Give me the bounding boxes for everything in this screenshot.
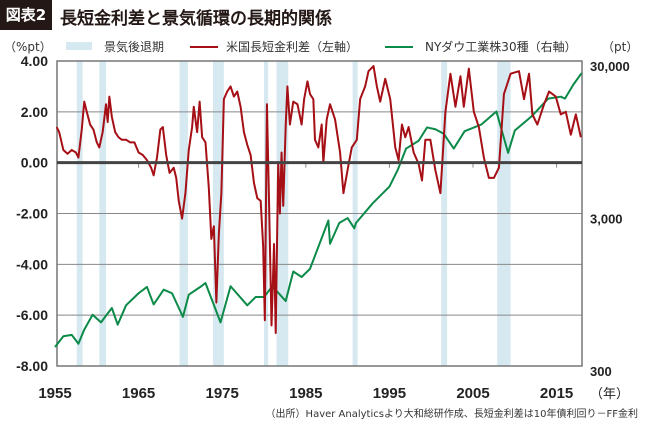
- left-tick-label: -2.00: [16, 206, 48, 222]
- left-tick-label: -4.00: [16, 256, 48, 272]
- x-tick-label: 1965: [122, 385, 155, 402]
- x-tick-label: 1975: [206, 385, 239, 402]
- legend-swatch-spread: [190, 46, 218, 48]
- legend: （%pt） 景気後退期 米国長短金利差（左軸） NYダウ工業株30種（右軸） （…: [0, 36, 646, 56]
- x-tick-label: 1985: [289, 385, 322, 402]
- dow-line: [54, 72, 583, 348]
- x-tick-label: 2015: [540, 385, 573, 402]
- x-axis-label: （年）: [590, 387, 629, 402]
- left-tick-label: -8.00: [16, 358, 48, 374]
- legend-label-recession: 景気後退期: [104, 40, 165, 54]
- left-axis-unit: （%pt）: [4, 40, 52, 54]
- legend-swatch-dow: [385, 46, 413, 48]
- right-tick-label: 30,000: [590, 59, 630, 74]
- figure-badge: 図表2: [0, 0, 52, 30]
- right-tick-label: 3,000: [590, 212, 623, 227]
- right-axis-unit: （pt）: [602, 40, 639, 54]
- legend-swatch-recession: [66, 42, 92, 50]
- legend-label-spread: 米国長短金利差（左軸）: [226, 40, 359, 54]
- x-tick-label: 1955: [38, 385, 71, 402]
- chart-title: 長短金利差と景気循環の長期的関係: [60, 9, 332, 29]
- left-tick-label: 4.00: [21, 53, 48, 69]
- source-footnote: （出所）Haver Analyticsより大和総研作成、長短金利差は10年債利回…: [265, 409, 638, 420]
- legend-label-dow: NYダウ工業株30種（右軸）: [425, 40, 577, 54]
- x-tick-label: 1995: [373, 385, 406, 402]
- plot-frame: [56, 60, 583, 367]
- left-tick-label: -6.00: [16, 307, 48, 323]
- x-tick-label: 2005: [456, 385, 489, 402]
- right-tick-label: 300: [590, 364, 612, 379]
- left-tick-label: 2.00: [21, 104, 48, 120]
- left-tick-label: 0.00: [21, 155, 48, 171]
